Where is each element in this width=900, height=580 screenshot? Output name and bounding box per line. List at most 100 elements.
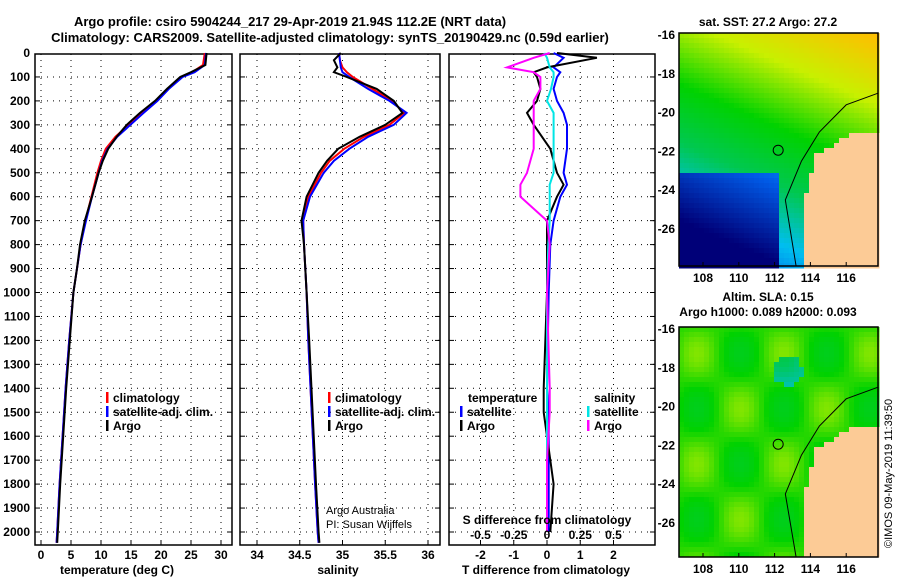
map-cell <box>749 193 755 199</box>
map-cell <box>689 487 695 493</box>
map-cell <box>829 547 835 553</box>
map-cell <box>714 382 720 388</box>
map-cell <box>734 228 740 234</box>
map-cell <box>859 492 865 498</box>
map-cell <box>864 402 870 408</box>
map-cell <box>754 63 760 69</box>
map-cell <box>759 223 765 229</box>
map-cell <box>714 327 720 333</box>
map-cell <box>754 148 760 154</box>
map-cell <box>874 123 880 129</box>
map-cell <box>814 103 820 109</box>
map-cell <box>759 193 765 199</box>
map-cell <box>694 442 700 448</box>
map-cell <box>734 138 740 144</box>
sla-map-subtitle: Argo h1000: 0.089 h2000: 0.093 <box>679 305 857 319</box>
map-cell <box>799 103 805 109</box>
map-cell <box>804 103 810 109</box>
map-cell <box>754 198 760 204</box>
map-cell <box>794 63 800 69</box>
map-cell <box>784 492 790 498</box>
map-cell <box>719 73 725 79</box>
map-cell <box>699 78 705 84</box>
map-cell <box>819 53 825 59</box>
map-cell <box>739 397 745 403</box>
map-cell <box>839 218 845 224</box>
map-cell <box>869 417 875 423</box>
map-cell <box>729 238 735 244</box>
map-cell <box>824 153 830 159</box>
map-cell <box>709 502 715 508</box>
map-cell <box>779 78 785 84</box>
map-cell <box>759 173 765 179</box>
map-cell <box>744 233 750 239</box>
map-cell <box>784 103 790 109</box>
map-cell <box>789 73 795 79</box>
map-cell <box>814 492 820 498</box>
map-cell <box>859 113 865 119</box>
map-cell <box>794 432 800 438</box>
map-cell <box>784 477 790 483</box>
map-cell <box>804 382 810 388</box>
map-cell <box>874 457 880 463</box>
map-cell <box>859 517 865 523</box>
map-cell <box>809 38 815 44</box>
map-cell <box>769 407 775 413</box>
map-cell <box>729 502 735 508</box>
map-cell <box>814 532 820 538</box>
map-cell <box>734 258 740 264</box>
lon-tick-label: 112 <box>765 271 785 285</box>
map-cell <box>859 133 865 139</box>
map-cell <box>734 148 740 154</box>
map-cell <box>699 223 705 229</box>
map-cell <box>819 487 825 493</box>
map-cell <box>814 73 820 79</box>
sla-map-frame <box>678 326 879 558</box>
map-cell <box>724 442 730 448</box>
map-cell <box>789 487 795 493</box>
lon-tick-label: 110 <box>729 271 749 285</box>
map-cell <box>854 492 860 498</box>
map-cell <box>759 198 765 204</box>
map-cell <box>864 153 870 159</box>
map-cell <box>694 457 700 463</box>
map-cell <box>784 108 790 114</box>
map-cell <box>714 542 720 548</box>
map-cell <box>789 173 795 179</box>
map-cell <box>739 402 745 408</box>
map-cell <box>709 258 715 264</box>
map-cell <box>749 108 755 114</box>
map-cell <box>854 457 860 463</box>
map-cell <box>864 258 870 264</box>
map-cell <box>794 422 800 428</box>
map-cell <box>859 238 865 244</box>
map-cell <box>859 447 865 453</box>
map-cell <box>824 392 830 398</box>
map-cell <box>839 367 845 373</box>
map-cell <box>819 527 825 533</box>
map-cell <box>839 362 845 368</box>
map-cell <box>689 342 695 348</box>
map-cell <box>744 163 750 169</box>
map-cell <box>774 48 780 54</box>
map-cell <box>874 68 880 74</box>
map-cell <box>794 193 800 199</box>
map-cell <box>819 238 825 244</box>
map-cell <box>759 253 765 259</box>
map-cell <box>864 427 870 433</box>
map-cell <box>839 138 845 144</box>
map-cell <box>814 357 820 363</box>
map-cell <box>844 547 850 553</box>
map-cell <box>704 442 710 448</box>
map-cell <box>844 138 850 144</box>
map-cell <box>784 397 790 403</box>
map-cell <box>834 542 840 548</box>
map-cell <box>844 58 850 64</box>
map-cell <box>829 153 835 159</box>
map-cell <box>849 347 855 353</box>
depth-tick-label: 900 <box>10 262 30 276</box>
map-cell <box>819 372 825 378</box>
map-cell <box>769 392 775 398</box>
map-cell <box>844 367 850 373</box>
map-cell <box>779 402 785 408</box>
